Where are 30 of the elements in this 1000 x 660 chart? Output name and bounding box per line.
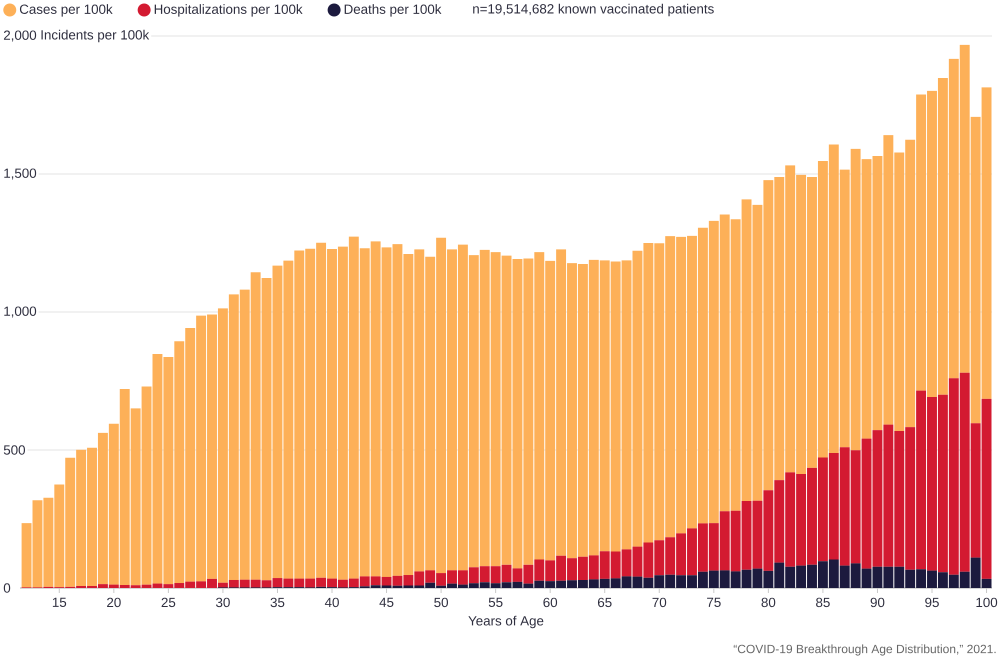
- x-tick-label: 85: [816, 598, 830, 608]
- text: n=19,514,682 known vaccinated patients: [473, 4, 714, 16]
- y-tick-label: 1,500: [4, 168, 36, 180]
- y-tick-label: 1,000: [4, 306, 36, 318]
- x-tick-label: 25: [162, 598, 176, 608]
- y-tick-label: 500: [4, 445, 26, 455]
- x-tick-label: 60: [543, 598, 558, 608]
- x-tick-label: 20: [107, 598, 121, 608]
- x-tick-label: 40: [324, 598, 339, 608]
- x-tick-label: 70: [652, 598, 666, 608]
- x-tick-label: 35: [270, 598, 284, 608]
- x-tick-label: 55: [488, 598, 502, 607]
- x-tick-label: 95: [925, 598, 939, 608]
- legend-label: Cases per 100k: [20, 4, 113, 17]
- y-tick-label: 2,000: [4, 30, 36, 42]
- legend-label: Hospitalizations per 100k: [154, 4, 303, 17]
- x-tick-label: 15: [52, 598, 66, 607]
- x-tick-label: 45: [379, 598, 394, 607]
- x-tick-label: 30: [216, 598, 230, 608]
- x-tick-label: 65: [598, 598, 612, 608]
- x-tick-label: 100: [976, 598, 998, 608]
- x-tick-label: 75: [707, 598, 721, 607]
- x-axis-title: Years of Age: [468, 616, 544, 628]
- x-tick-label: 90: [870, 598, 884, 608]
- x-tick-label: 80: [762, 598, 776, 608]
- y-tick-label: 0: [4, 583, 10, 593]
- text: “COVID-19 Breakthrough Age Distribution,” 2021.: [734, 644, 996, 656]
- legend-label: Deaths per 100k: [344, 4, 442, 17]
- y-axis-title: Incidents per 100k: [41, 30, 150, 42]
- x-tick-label: 50: [434, 598, 448, 608]
